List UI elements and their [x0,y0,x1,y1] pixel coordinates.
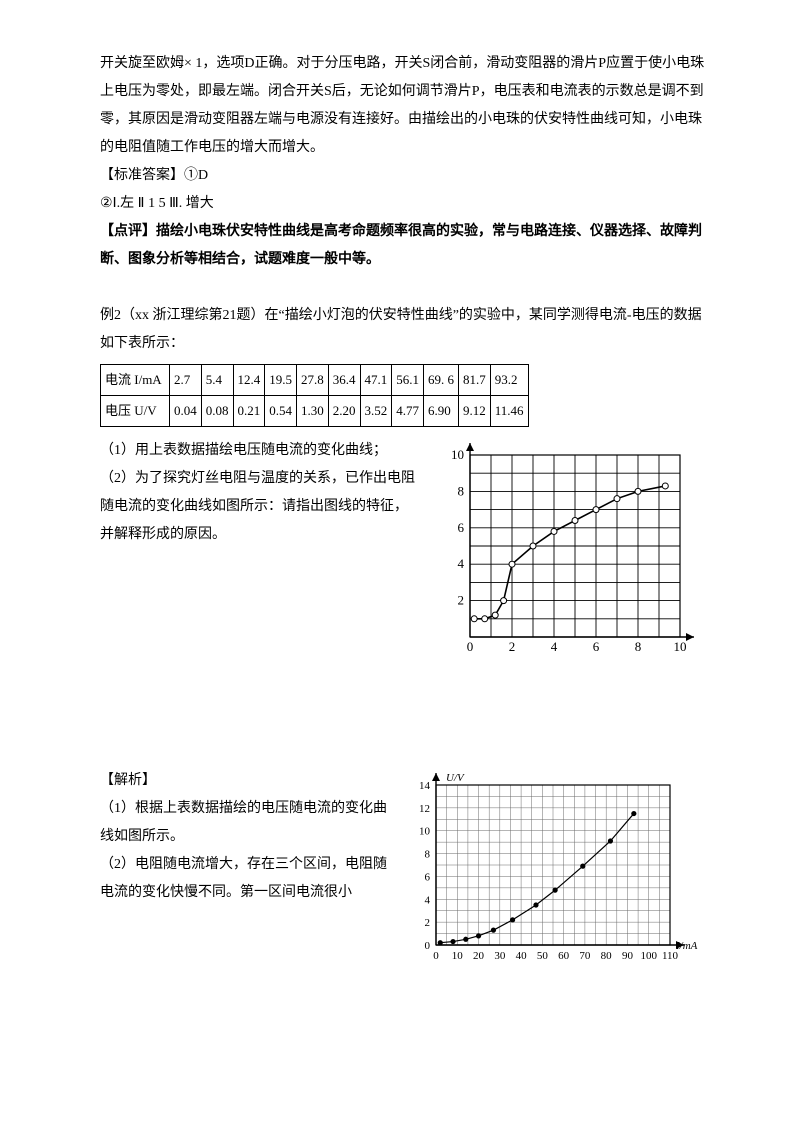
cell: 19.5 [265,365,297,396]
svg-text:4: 4 [458,556,465,571]
svg-text:0: 0 [433,950,439,962]
svg-text:0: 0 [425,940,431,952]
cell: 9.12 [459,396,491,427]
review-bold: 【点评】描绘小电珠伏安特性曲线是高考命题频率很高的实验，常与电路连接、仪器选择、… [100,224,702,267]
svg-text:10: 10 [452,950,464,962]
answer-heading: 【标准答案】①D [100,162,710,190]
svg-text:8: 8 [458,483,465,498]
svg-text:10: 10 [674,639,687,654]
cell: 4.77 [392,396,424,427]
paragraph-intro: 开关旋至欧姆× 1，选项D正确。对于分压电路，开关S闭合前，滑动变阻器的滑片P应… [100,50,710,162]
cell: 2.7 [170,365,202,396]
question-1: （1）用上表数据描绘电压随电流的变化曲线； [100,437,416,465]
svg-text:U/V: U/V [446,772,465,784]
answer-line-2: ②Ⅰ.左 Ⅱ 1 5 Ⅲ. 增大 [100,190,710,218]
solution-heading: 【解析】 [100,767,396,795]
svg-text:8: 8 [635,639,642,654]
cell: 2.20 [328,396,360,427]
svg-text:12: 12 [419,803,430,815]
svg-text:100: 100 [640,950,657,962]
svg-text:2: 2 [458,593,465,608]
table-row-current: 电流 I/mA 2.7 5.4 12.4 19.5 27.8 36.4 47.1… [101,365,529,396]
svg-text:60: 60 [558,950,570,962]
svg-text:70: 70 [579,950,591,962]
svg-text:6: 6 [458,520,465,535]
svg-text:14: 14 [419,780,431,792]
cell: 56.1 [392,365,424,396]
svg-text:4: 4 [425,894,431,906]
questions-and-chart1: （1）用上表数据描绘电压随电流的变化曲线； （2）为了探究灯丝电阻与温度的关系，… [100,437,710,667]
svg-text:4: 4 [551,639,558,654]
cell: 0.54 [265,396,297,427]
svg-text:8: 8 [425,849,431,861]
cell: 12.4 [233,365,265,396]
cell: 36.4 [328,365,360,396]
svg-text:6: 6 [593,639,600,654]
cell: 0.21 [233,396,265,427]
svg-text:80: 80 [601,950,613,962]
cell: 81.7 [459,365,491,396]
cell: 0.08 [201,396,233,427]
cell: 3.52 [360,396,392,427]
cell: 93.2 [490,365,528,396]
table-row-voltage: 电压 U/V 0.04 0.08 0.21 0.54 1.30 2.20 3.5… [101,396,529,427]
svg-text:I/mA: I/mA [675,940,698,952]
cell: 1.30 [297,396,329,427]
cell: 69. 6 [424,365,459,396]
cell: 47.1 [360,365,392,396]
svg-text:40: 40 [516,950,528,962]
svg-text:10: 10 [451,447,464,462]
resistance-current-chart: 0 2 4 6 8 10 2 4 6 8 10 [430,437,710,667]
svg-text:90: 90 [622,950,634,962]
row-label-voltage: 电压 U/V [101,396,170,427]
cell: 5.4 [201,365,233,396]
review-paragraph: 【点评】描绘小电珠伏安特性曲线是高考命题频率很高的实验，常与电路连接、仪器选择、… [100,218,710,274]
cell: 0.04 [170,396,202,427]
solution-1: （1）根据上表数据描绘的电压随电流的变化曲线如图所示。 [100,795,396,851]
row-label-current: 电流 I/mA [101,365,170,396]
svg-text:50: 50 [537,950,549,962]
svg-text:6: 6 [425,871,431,883]
cell: 6.90 [424,396,459,427]
svg-text:10: 10 [419,826,431,838]
svg-text:0: 0 [467,639,474,654]
cell: 11.46 [490,396,528,427]
solution-and-chart2: 【解析】 （1）根据上表数据描绘的电压随电流的变化曲线如图所示。 （2）电阻随电… [100,767,710,977]
svg-text:2: 2 [509,639,516,654]
example-2-intro: 例2（xx 浙江理综第21题）在“描绘小灯泡的伏安特性曲线”的实验中，某同学测得… [100,302,710,358]
cell: 27.8 [297,365,329,396]
svg-text:30: 30 [494,950,506,962]
svg-text:2: 2 [425,917,431,929]
svg-text:20: 20 [473,950,485,962]
voltage-current-chart: 010203040506070809010011002468101214U/VI… [410,767,710,977]
question-2: （2）为了探究灯丝电阻与温度的关系，已作出电阻随电流的变化曲线如图所示：请指出图… [100,465,416,549]
iv-data-table: 电流 I/mA 2.7 5.4 12.4 19.5 27.8 36.4 47.1… [100,364,529,427]
solution-2: （2）电阻随电流增大，存在三个区间，电阻随电流的变化快慢不同。第一区间电流很小 [100,851,396,907]
